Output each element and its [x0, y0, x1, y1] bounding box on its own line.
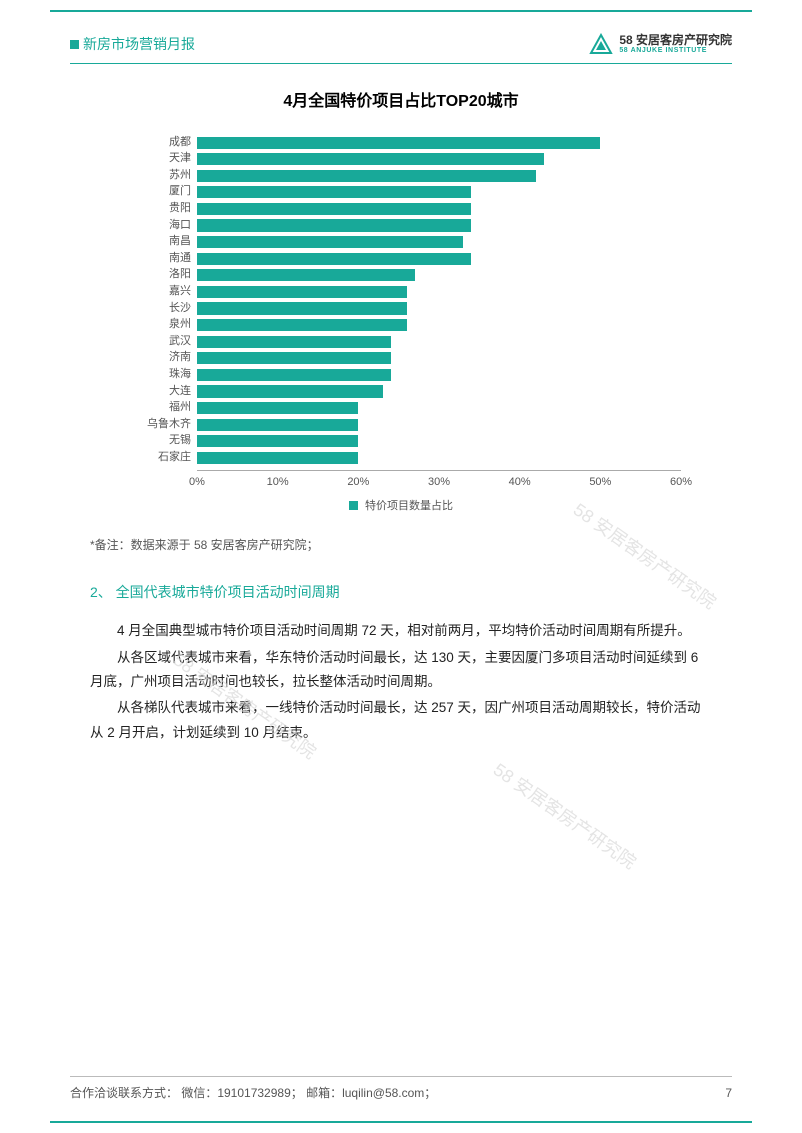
- x-tick-label: 20%: [347, 473, 369, 493]
- bar: [197, 253, 471, 265]
- bar: [197, 269, 415, 281]
- header-brand: 58 安居客房产研究院 58 ANJUKE INSTITUTE: [589, 33, 732, 57]
- page-footer: 合作洽谈联系方式： 微信：19101732989； 邮箱：luqilin@58.…: [70, 1076, 732, 1105]
- page-bottom-rule: [50, 1121, 752, 1123]
- x-tick-label: 0%: [189, 473, 205, 493]
- bar: [197, 137, 600, 149]
- bar-row: 厦门: [197, 185, 681, 201]
- bar-row: 洛阳: [197, 268, 681, 284]
- bar: [197, 153, 544, 165]
- bar-row: 天津: [197, 151, 681, 167]
- paragraph: 4 月全国典型城市特价项目活动时间周期 72 天，相对前两月，平均特价活动时间周…: [90, 619, 712, 643]
- x-tick-label: 60%: [670, 473, 692, 493]
- bar-row: 济南: [197, 351, 681, 367]
- report-title: 新房市场营销月报: [83, 32, 195, 57]
- bar-row: 乌鲁木齐: [197, 417, 681, 433]
- bar-row: 泉州: [197, 317, 681, 333]
- brand-name-en: 58 ANJUKE INSTITUTE: [619, 47, 732, 55]
- bar: [197, 286, 407, 298]
- bar: [197, 419, 358, 431]
- x-tick-label: 10%: [267, 473, 289, 493]
- bar-row: 武汉: [197, 334, 681, 350]
- bar: [197, 435, 358, 447]
- bar-row: 石家庄: [197, 450, 681, 466]
- bar: [197, 236, 463, 248]
- anjuke-logo-icon: [589, 33, 613, 57]
- bar-row: 无锡: [197, 433, 681, 449]
- bar-row: 贵阳: [197, 201, 681, 217]
- chart-title: 4月全国特价项目占比TOP20城市: [90, 88, 712, 117]
- bar: [197, 352, 391, 364]
- bar-row: 海口: [197, 218, 681, 234]
- header-left: 新房市场营销月报: [70, 32, 195, 57]
- chart-source-note: *备注：数据来源于 58 安居客房产研究院；: [90, 535, 712, 557]
- brand-text: 58 安居客房产研究院 58 ANJUKE INSTITUTE: [619, 34, 732, 55]
- x-tick-label: 50%: [589, 473, 611, 493]
- brand-name-cn: 58 安居客房产研究院: [619, 34, 732, 47]
- bar: [197, 336, 391, 348]
- chart-legend: 特价项目数量占比: [121, 497, 681, 517]
- bar-row: 大连: [197, 384, 681, 400]
- watermark: 58 安居客房产研究院: [486, 754, 643, 877]
- bar: [197, 402, 358, 414]
- bar-chart: 成都天津苏州厦门贵阳海口南昌南通洛阳嘉兴长沙泉州武汉济南珠海大连福州乌鲁木齐无锡…: [121, 131, 681, 517]
- page-content: 4月全国特价项目占比TOP20城市 成都天津苏州厦门贵阳海口南昌南通洛阳嘉兴长沙…: [90, 80, 712, 747]
- legend-label: 特价项目数量占比: [365, 500, 453, 512]
- bar: [197, 319, 407, 331]
- chart-bars-container: 成都天津苏州厦门贵阳海口南昌南通洛阳嘉兴长沙泉州武汉济南珠海大连福州乌鲁木齐无锡…: [197, 135, 681, 466]
- section-body: 4 月全国典型城市特价项目活动时间周期 72 天，相对前两月，平均特价活动时间周…: [90, 619, 712, 744]
- bar-row: 南通: [197, 251, 681, 267]
- bar: [197, 186, 471, 198]
- bar: [197, 369, 391, 381]
- bar: [197, 452, 358, 464]
- chart-plot-area: 成都天津苏州厦门贵阳海口南昌南通洛阳嘉兴长沙泉州武汉济南珠海大连福州乌鲁木齐无锡…: [197, 131, 681, 471]
- page-number: 7: [725, 1083, 732, 1105]
- bar: [197, 170, 536, 182]
- page-top-rule: [50, 10, 752, 12]
- contact-info: 合作洽谈联系方式： 微信：19101732989； 邮箱：luqilin@58.…: [70, 1083, 436, 1105]
- section-heading: 2、 全国代表城市特价项目活动时间周期: [90, 580, 712, 605]
- bar-row: 福州: [197, 400, 681, 416]
- page-header: 新房市场营销月报 58 安居客房产研究院 58 ANJUKE INSTITUTE: [70, 32, 732, 64]
- legend-swatch-icon: [349, 501, 358, 510]
- bar: [197, 385, 383, 397]
- bar-row: 南昌: [197, 234, 681, 250]
- bar-row: 嘉兴: [197, 284, 681, 300]
- bar: [197, 302, 407, 314]
- bar: [197, 219, 471, 231]
- paragraph: 从各区域代表城市来看，华东特价活动时间最长，达 130 天，主要因厦门多项目活动…: [90, 646, 712, 695]
- paragraph: 从各梯队代表城市来看，一线特价活动时间最长，达 257 天，因广州项目活动周期较…: [90, 696, 712, 745]
- bar-row: 苏州: [197, 168, 681, 184]
- bar-category-label: 石家庄: [121, 448, 197, 468]
- x-tick-label: 40%: [509, 473, 531, 493]
- bar-row: 珠海: [197, 367, 681, 383]
- x-tick-label: 30%: [428, 473, 450, 493]
- bar-row: 成都: [197, 135, 681, 151]
- chart-x-axis: 0%10%20%30%40%50%60%: [197, 471, 681, 489]
- square-bullet-icon: [70, 40, 79, 49]
- bar: [197, 203, 471, 215]
- bar-row: 长沙: [197, 301, 681, 317]
